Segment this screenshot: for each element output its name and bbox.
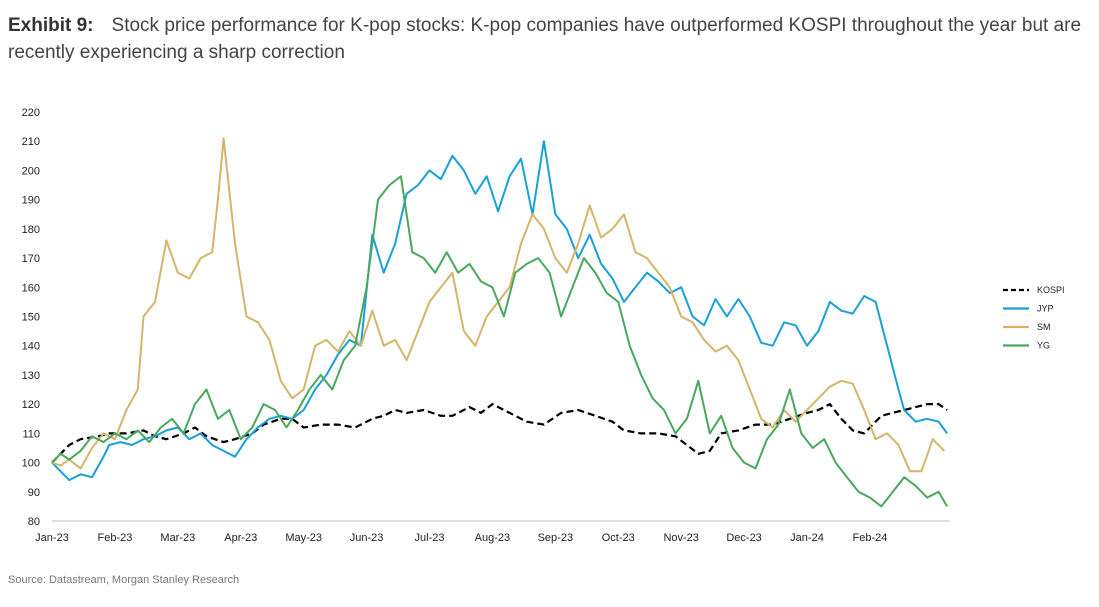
y-tick-label: 210 [22, 136, 40, 148]
y-tick-label: 190 [22, 195, 40, 207]
x-tick-label: Mar-23 [160, 532, 195, 544]
y-tick-label: 80 [28, 516, 40, 528]
exhibit-title: Exhibit 9: Stock price performance for K-… [8, 12, 1088, 66]
x-tick-label: Feb-24 [852, 532, 887, 544]
y-tick-label: 140 [22, 341, 40, 353]
y-tick-label: 90 [28, 487, 40, 499]
x-tick-label: Jun-23 [350, 532, 384, 544]
legend-label-sm: SM [1037, 322, 1051, 332]
y-tick-label: 170 [22, 253, 40, 265]
series-line-jyp [51, 140, 948, 482]
exhibit-number: Exhibit 9: [8, 15, 94, 36]
x-tick-label: Feb-23 [97, 532, 132, 544]
source-note: Source: Datastream, Morgan Stanley Resea… [8, 574, 240, 586]
x-tick-label: Nov-23 [663, 532, 698, 544]
y-tick-label: 200 [22, 165, 40, 177]
x-tick-label: May-23 [285, 532, 322, 544]
x-tick-label: Apr-23 [224, 532, 257, 544]
chart-legend: KOSPI JYP SM YG [1003, 285, 1065, 351]
series-line-kospi [51, 403, 948, 464]
x-tick-label: Dec-23 [726, 532, 761, 544]
x-tick-label: Aug-23 [475, 532, 510, 544]
y-tick-label: 130 [22, 370, 40, 382]
x-tick-label: Sep-23 [538, 532, 573, 544]
y-tick-label: 150 [22, 312, 40, 324]
y-tick-label: 180 [22, 224, 40, 236]
y-tick-label: 160 [22, 282, 40, 294]
y-tick-label: 220 [22, 107, 40, 119]
legend-label-jyp: JYP [1037, 304, 1054, 314]
x-tick-label: Jan-24 [790, 532, 824, 544]
y-tick-label: 110 [22, 428, 40, 440]
x-tick-label: Jul-23 [415, 532, 445, 544]
series-line-sm [51, 137, 946, 473]
x-tick-label: Oct-23 [602, 532, 635, 544]
chart-series [51, 137, 948, 508]
exhibit-caption: Stock price performance for K-pop stocks… [8, 15, 1082, 63]
y-tick-label: 100 [22, 458, 40, 470]
series-line-yg [51, 175, 948, 508]
chart-axes: 80 90 100 110 120 130 140 150 160 170 180 190 200 210… [22, 107, 950, 544]
y-tick-label: 120 [22, 399, 40, 411]
legend-label-kospi: KOSPI [1037, 285, 1065, 295]
legend-label-yg: YG [1037, 341, 1050, 351]
x-tick-label: Jan-23 [35, 532, 69, 544]
